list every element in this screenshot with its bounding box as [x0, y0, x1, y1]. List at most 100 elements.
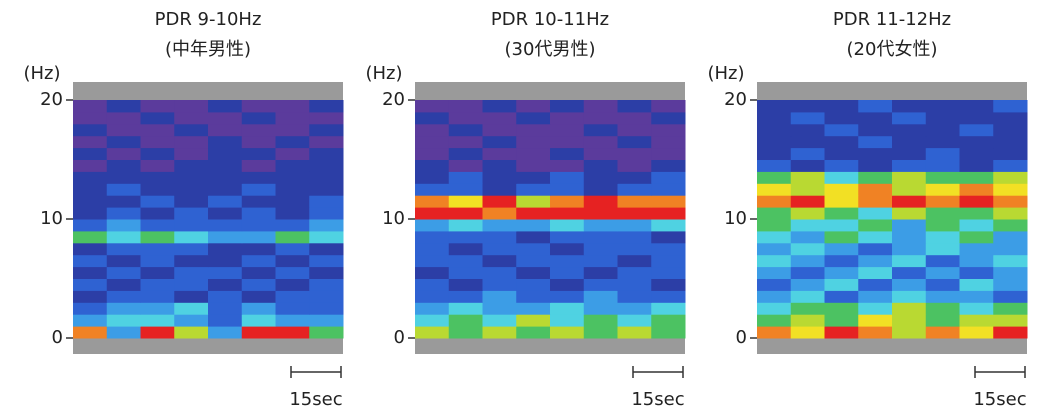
heat-cell: [241, 100, 276, 113]
heat-cell: [993, 230, 1028, 244]
heat-cell: [858, 100, 893, 113]
heat-cell: [858, 290, 893, 303]
heat-cell: [208, 290, 243, 303]
y-tick-label: 10: [382, 208, 405, 229]
heat-cell: [858, 314, 893, 327]
heat-cell: [275, 159, 310, 172]
heat-cell: [925, 314, 960, 327]
heat-cell: [858, 159, 893, 172]
heat-cell: [482, 254, 517, 268]
heat-cell: [858, 230, 893, 244]
heat-cell: [415, 326, 450, 339]
heat-cell: [73, 195, 108, 208]
heat-cell: [174, 242, 209, 256]
heat-cell: [448, 183, 483, 196]
heat-cell: [858, 147, 893, 160]
heat-cell: [790, 171, 825, 184]
heat-cell: [208, 302, 243, 315]
heat-cell: [651, 302, 686, 315]
heat-cell: [448, 207, 483, 220]
heat-cell: [790, 266, 825, 279]
heat-cell: [73, 183, 108, 196]
heat-cell: [925, 111, 960, 125]
heat-cell: [858, 254, 893, 268]
heat-cell: [617, 254, 652, 268]
scale-label: 15sec: [289, 389, 342, 410]
heat-cell: [140, 195, 175, 208]
heat-cell: [415, 123, 450, 137]
heat-cell: [482, 266, 517, 279]
heat-cell: [241, 207, 276, 220]
heat-cell: [309, 159, 344, 172]
lower-band: [415, 338, 685, 354]
heat-cell: [73, 290, 108, 303]
heat-cell: [73, 111, 108, 125]
heat-cell: [858, 135, 893, 149]
heat-cell: [208, 242, 243, 256]
heat-cell: [73, 207, 108, 220]
heat-cell: [583, 302, 618, 315]
heat-cell: [106, 147, 141, 160]
heat-cell: [892, 159, 927, 172]
heat-cell: [583, 135, 618, 149]
heat-cell: [824, 290, 859, 303]
heat-cell: [415, 147, 450, 160]
heat-cell: [241, 230, 276, 244]
heat-cell: [617, 266, 652, 279]
heat-cell: [516, 230, 551, 244]
heat-cell: [824, 147, 859, 160]
heat-cell: [959, 100, 994, 113]
heat-cell: [482, 123, 517, 137]
heat-cell: [757, 207, 792, 220]
heat-cell: [106, 302, 141, 315]
heat-cell: [892, 290, 927, 303]
heat-cell: [550, 290, 585, 303]
heat-cell: [415, 230, 450, 244]
heat-cell: [106, 183, 141, 196]
heat-cell: [516, 302, 551, 315]
heat-cell: [516, 266, 551, 279]
heat-cell: [309, 302, 344, 315]
heat-cell: [959, 230, 994, 244]
heat-cell: [790, 278, 825, 291]
heat-cell: [583, 219, 618, 232]
heat-cell: [448, 254, 483, 268]
heat-cell: [959, 302, 994, 315]
heat-cell: [106, 266, 141, 279]
heat-cell: [309, 195, 344, 208]
heat-cell: [651, 183, 686, 196]
heat-cell: [241, 147, 276, 160]
heat-cell: [651, 278, 686, 291]
heat-cell: [174, 207, 209, 220]
heat-cell: [892, 278, 927, 291]
heat-cell: [241, 242, 276, 256]
heat-cell: [208, 278, 243, 291]
heat-cell: [309, 100, 344, 113]
heat-cell: [892, 123, 927, 137]
heat-cell: [448, 147, 483, 160]
heat-cell: [140, 219, 175, 232]
heat-cell: [208, 326, 243, 339]
heat-cell: [959, 219, 994, 232]
heat-cell: [959, 195, 994, 208]
heat-cell: [858, 123, 893, 137]
heat-cell: [550, 171, 585, 184]
heat-cell: [106, 207, 141, 220]
heat-cell: [73, 266, 108, 279]
heat-cell: [993, 123, 1028, 137]
heat-cell: [241, 278, 276, 291]
heat-cell: [309, 266, 344, 279]
heat-cell: [241, 314, 276, 327]
heat-cell: [309, 326, 344, 339]
heat-cell: [959, 314, 994, 327]
heat-cell: [208, 111, 243, 125]
heat-cell: [617, 290, 652, 303]
heat-cell: [174, 219, 209, 232]
heat-cell: [140, 254, 175, 268]
heat-cell: [415, 171, 450, 184]
heat-cell: [959, 278, 994, 291]
heat-cell: [106, 111, 141, 125]
lower-band: [73, 338, 343, 354]
heat-cell: [140, 183, 175, 196]
heat-cell: [275, 147, 310, 160]
